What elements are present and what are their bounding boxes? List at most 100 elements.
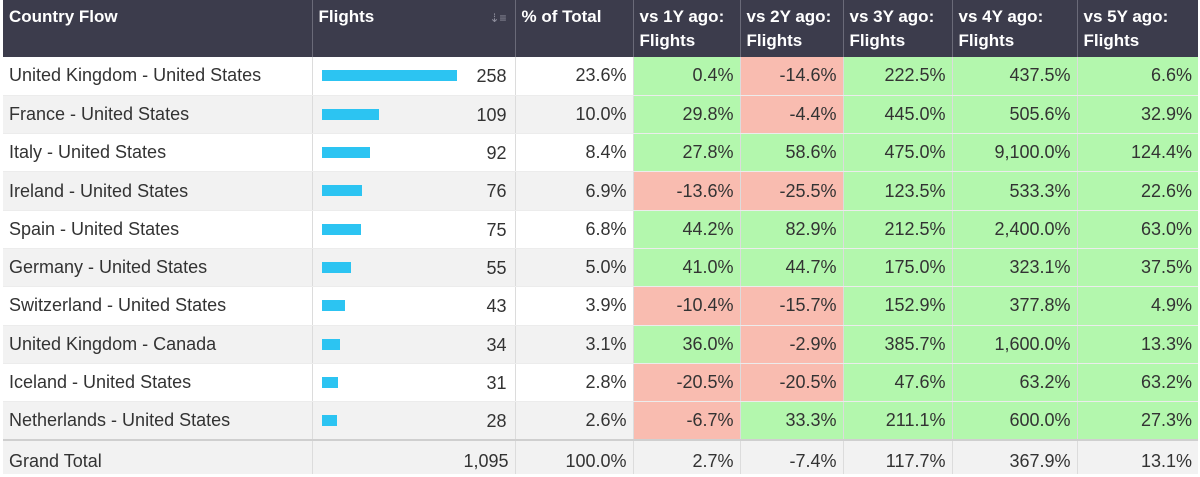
country-flow-cell: Iceland - United States [3,363,313,403]
table-row[interactable]: France - United States 109 10.0% 29.8% -4.4%… [3,95,1198,135]
flights-value: 34 [486,334,507,355]
table-row[interactable]: Switzerland - United States 43 3.9% -10.4% -… [3,286,1198,326]
flights-bar [321,223,361,235]
vs-1y-cell: -20.5% [633,363,741,403]
vs-5y-cell: 27.3% [1077,401,1198,441]
vs-4y-header-label: Flights [958,31,1015,50]
country-flow-cell: Ireland - United States [3,171,313,211]
vs-4y-cell: 505.6% [952,95,1078,135]
vs-4y-header[interactable]: vs 4Y ago: Flights [952,0,1078,57]
vs-4y-cell: 63.2% [952,363,1078,403]
vs-5y-header[interactable]: vs 5Y ago: Flights [1077,0,1198,57]
country-flow-cell: Netherlands - United States [3,401,313,441]
vs-4y-cell: 1,600.0% [952,325,1078,364]
vs-1y-cell: 36.0% [633,325,741,364]
vs-1y-cell: -13.6% [633,171,741,211]
vs-1y-cell: 44.2% [633,210,741,249]
flights-bar [321,108,379,120]
grand-total-row: Grand Total 1,095 100.0% 2.7% -7.4% 117.7% 367… [3,438,1198,474]
table-row[interactable]: Spain - United States 75 6.8% 44.2% 82.9% 212… [3,210,1198,249]
vs-3y-header[interactable]: vs 3Y ago: Flights [843,0,953,57]
vs-1y-header-label: Flights [639,31,696,50]
flights-cell: 34 [312,325,516,364]
flights-cell: 109 [312,95,516,135]
grand-total-vs-3y: 117.7% [843,438,953,474]
vs-4y-cell: 437.5% [952,57,1078,96]
vs-2y-cell: 44.7% [740,248,844,288]
vs-4y-cell: 2,400.0% [952,210,1078,249]
grand-total-vs-4y: 367.9% [952,438,1078,474]
grand-total-label: Grand Total [3,438,313,474]
vs-2y-cell: -4.4% [740,95,844,135]
table-body: United Kingdom - United States 258 23.6% 0.… [3,57,1198,441]
flights-bar [321,376,338,388]
grand-total-pct: 100.0% [515,438,634,474]
vs-3y-cell: 152.9% [843,286,953,326]
vs-1y-header[interactable]: vs 1Y ago: Flights [633,0,741,57]
flights-value: 28 [486,411,507,432]
pct-total-cell: 6.9% [515,171,634,211]
vs-5y-header-label: vs 5Y ago: [1083,7,1169,26]
flights-cell: 55 [312,248,516,288]
vs-4y-header-label: vs 4Y ago: [958,7,1044,26]
pct-total-cell: 23.6% [515,57,634,96]
vs-1y-cell: -6.7% [633,401,741,441]
vs-1y-cell: 27.8% [633,133,741,173]
vs-1y-header-label: vs 1Y ago: [639,7,725,26]
country-flow-cell: France - United States [3,95,313,135]
table-row[interactable]: Netherlands - United States 28 2.6% -6.7% 33… [3,401,1198,441]
vs-2y-header-label: Flights [746,31,803,50]
flights-value: 31 [486,372,507,393]
country-flow-header-label: Country Flow [9,7,118,26]
pct-total-cell: 8.4% [515,133,634,173]
vs-4y-cell: 600.0% [952,401,1078,441]
pct-total-header-label: % of Total [521,7,602,26]
pct-total-cell: 2.6% [515,401,634,441]
flights-value: 55 [486,257,507,278]
pct-total-cell: 6.8% [515,210,634,249]
flights-value: 76 [486,181,507,202]
vs-3y-cell: 175.0% [843,248,953,288]
vs-2y-cell: 58.6% [740,133,844,173]
vs-4y-cell: 323.1% [952,248,1078,288]
flights-table: Country Flow Flights ⇣≡ % of Total vs 1Y ago… [3,0,1198,474]
vs-3y-cell: 385.7% [843,325,953,364]
flights-bar [321,147,370,159]
vs-1y-cell: -10.4% [633,286,741,326]
flights-bar [321,185,362,197]
flights-header-label: Flights [318,7,375,26]
vs-5y-cell: 63.2% [1077,363,1198,403]
sort-icon[interactable]: ⇣≡ [489,11,507,25]
vs-2y-cell: 33.3% [740,401,844,441]
vs-2y-cell: -25.5% [740,171,844,211]
flights-header[interactable]: Flights ⇣≡ [312,0,516,57]
pct-total-header[interactable]: % of Total [515,0,634,57]
flights-cell: 75 [312,210,516,249]
country-flow-cell: Italy - United States [3,133,313,173]
flights-bar [321,70,457,81]
vs-5y-cell: 4.9% [1077,286,1198,326]
vs-3y-cell: 47.6% [843,363,953,403]
flights-value: 109 [476,104,507,125]
vs-4y-cell: 9,100.0% [952,133,1078,173]
table-row[interactable]: United Kingdom - Canada 34 3.1% 36.0% -2.9% 3… [3,325,1198,364]
table-row[interactable]: United Kingdom - United States 258 23.6% 0.… [3,57,1198,96]
table-row[interactable]: Iceland - United States 31 2.8% -20.5% -20.5… [3,363,1198,403]
vs-3y-cell: 445.0% [843,95,953,135]
vs-2y-cell: -15.7% [740,286,844,326]
vs-1y-cell: 29.8% [633,95,741,135]
header-row: Country Flow Flights ⇣≡ % of Total vs 1Y ago… [3,0,1198,57]
country-flow-header[interactable]: Country Flow [3,0,313,57]
vs-3y-header-label: vs 3Y ago: [849,7,935,26]
vs-2y-header[interactable]: vs 2Y ago: Flights [740,0,844,57]
vs-4y-cell: 533.3% [952,171,1078,211]
grand-total-vs-5y: 13.1% [1077,438,1198,474]
flights-value: 75 [486,219,507,240]
table-row[interactable]: Ireland - United States 76 6.9% -13.6% -25.5… [3,171,1198,211]
grand-total-vs-1y: 2.7% [633,438,741,474]
table-row[interactable]: Germany - United States 55 5.0% 41.0% 44.7% 1… [3,248,1198,288]
flights-bar [321,415,337,427]
table-row[interactable]: Italy - United States 92 8.4% 27.8% 58.6% 475… [3,133,1198,173]
vs-3y-cell: 222.5% [843,57,953,96]
country-flow-cell: United Kingdom - United States [3,57,313,96]
